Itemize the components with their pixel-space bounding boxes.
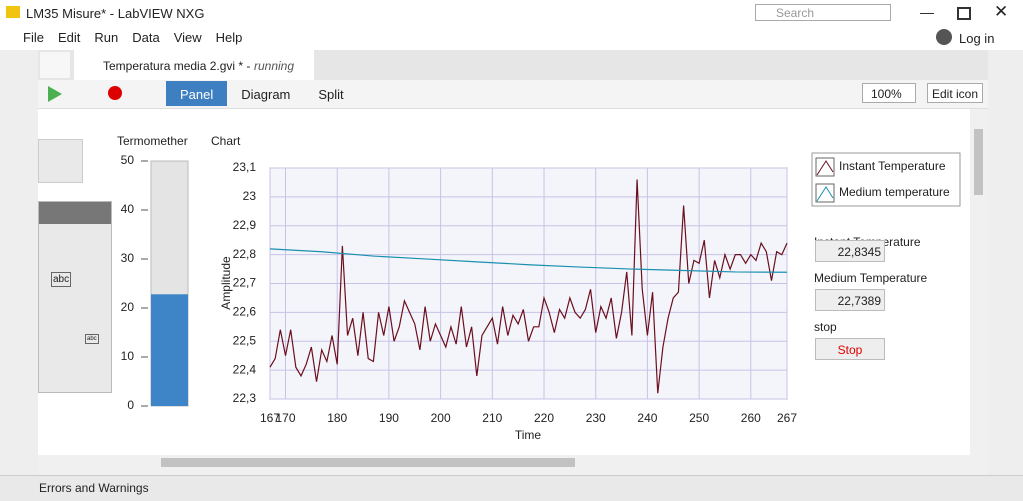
- document-tab[interactable]: Temperatura media 2.gvi * - running: [74, 50, 314, 80]
- x-tick-label: 167: [260, 411, 280, 425]
- y-tick-label: 22,5: [233, 333, 257, 347]
- minimize[interactable]: —: [920, 4, 934, 20]
- title-bar: LM35 Misure* - LabVIEW NXG Search — ✕: [0, 0, 1023, 26]
- view-tab[interactable]: Split: [318, 87, 344, 102]
- menu-item[interactable]: Run: [94, 30, 119, 45]
- x-tick-label: 170: [275, 411, 295, 425]
- y-tick-label: 22,9: [233, 218, 257, 232]
- menu-list: File Edit Run Data View Help: [23, 30, 256, 45]
- x-tick-label: 230: [586, 411, 606, 425]
- y-tick-label: 22,8: [233, 247, 257, 261]
- palette-item[interactable]: abc: [51, 272, 72, 287]
- legend-label: Instant Temperature: [839, 159, 946, 173]
- window-title: LM35 Misure* - LabVIEW NXG: [26, 6, 205, 21]
- view-tab[interactable]: Panel: [166, 81, 228, 106]
- abort-button[interactable]: [108, 86, 122, 100]
- stop-button[interactable]: Stop: [815, 338, 885, 360]
- y-tick-label: 22,4: [233, 362, 257, 376]
- x-tick-label: 240: [637, 411, 657, 425]
- indicator-value: 22,8345: [815, 240, 885, 262]
- palette-search[interactable]: [39, 202, 111, 224]
- legend-glyph: [816, 160, 834, 176]
- tab-title: Temperatura media 2.gvi * -: [103, 59, 251, 73]
- x-tick-label: 200: [431, 411, 451, 425]
- x-tick-label: 210: [482, 411, 502, 425]
- tab-status: running: [254, 59, 295, 73]
- search-box[interactable]: Search: [755, 4, 891, 21]
- status-text[interactable]: Errors and Warnings: [39, 481, 149, 495]
- x-tick-label: 190: [379, 411, 399, 425]
- status-bar: Errors and Warnings: [0, 475, 1023, 501]
- y-tick-label: 22,3: [233, 391, 257, 405]
- thermometer-tick-label: 0: [127, 398, 134, 412]
- h-scroll-thumb[interactable]: [161, 458, 575, 467]
- x-tick-label: 220: [534, 411, 554, 425]
- help-icon[interactable]: [936, 29, 952, 45]
- home-tab[interactable]: [40, 52, 70, 78]
- menu-item[interactable]: Edit: [57, 30, 81, 45]
- palette: abc abc: [38, 201, 112, 393]
- v-scrollbar[interactable]: [970, 109, 987, 455]
- login[interactable]: Log in: [959, 31, 995, 46]
- thermometer-fill: [151, 294, 188, 406]
- x-axis-label: Time: [515, 428, 542, 442]
- x-tick-label: 180: [327, 411, 347, 425]
- menu-item[interactable]: Data: [132, 30, 160, 45]
- x-tick-label: 250: [689, 411, 709, 425]
- indicator-label: Medium Temperature: [814, 271, 928, 285]
- y-tick-label: 22,7: [233, 276, 257, 290]
- stop-label: stop: [814, 320, 837, 334]
- left-sidebar: [0, 50, 38, 475]
- menu-item[interactable]: File: [23, 30, 44, 45]
- edit-icon-button[interactable]: Edit icon: [927, 83, 983, 103]
- thermometer-label: Termomether: [117, 134, 188, 148]
- thermometer-tick-label: 20: [121, 300, 135, 314]
- view-tab[interactable]: Diagram: [241, 87, 291, 102]
- legend-box: [811, 152, 961, 207]
- thermometer-tick-label: 40: [121, 202, 135, 216]
- series-line: [269, 248, 788, 273]
- run-button[interactable]: [48, 86, 62, 102]
- thermometer-tick-label: 10: [121, 349, 135, 363]
- h-scrollbar[interactable]: [38, 455, 970, 470]
- maximize[interactable]: [957, 7, 971, 20]
- chart-title: Chart: [211, 134, 241, 148]
- thermometer-tick-label: 30: [121, 251, 135, 265]
- palette-pin[interactable]: [38, 139, 83, 183]
- menu-item[interactable]: View: [173, 30, 202, 45]
- indicator-value: 22,7389: [815, 289, 885, 311]
- x-tick-label: 267: [777, 411, 797, 425]
- legend-swatch: [815, 157, 835, 177]
- y-tick-label: 23: [243, 189, 257, 203]
- thermometer-tick-label: 50: [121, 153, 135, 167]
- x-tick-label: 260: [741, 411, 761, 425]
- series-line: [269, 179, 788, 394]
- app-icon: [6, 6, 20, 18]
- y-tick-label: 22,6: [233, 305, 257, 319]
- legend-label: Medium temperature: [839, 185, 950, 199]
- y-tick-label: 23,1: [233, 160, 257, 174]
- legend-glyph: [816, 186, 834, 202]
- menu-bar: File Edit Run Data View Help Log in: [0, 26, 1023, 50]
- zoom[interactable]: 100%: [862, 83, 916, 103]
- legend-swatch: [815, 183, 835, 203]
- v-scroll-thumb[interactable]: [974, 129, 983, 195]
- right-sidebar: [988, 50, 1023, 475]
- view-switch: Panel Diagram Split: [166, 81, 354, 106]
- close[interactable]: ✕: [994, 2, 1009, 21]
- palette-item[interactable]: abc: [85, 334, 99, 344]
- tab-row: Temperatura media 2.gvi * - running: [38, 50, 988, 81]
- toolbar: Panel Diagram Split 100% Edit icon: [38, 80, 988, 109]
- y-axis-label: Amplitude: [219, 256, 233, 310]
- menu-item[interactable]: Help: [215, 30, 243, 45]
